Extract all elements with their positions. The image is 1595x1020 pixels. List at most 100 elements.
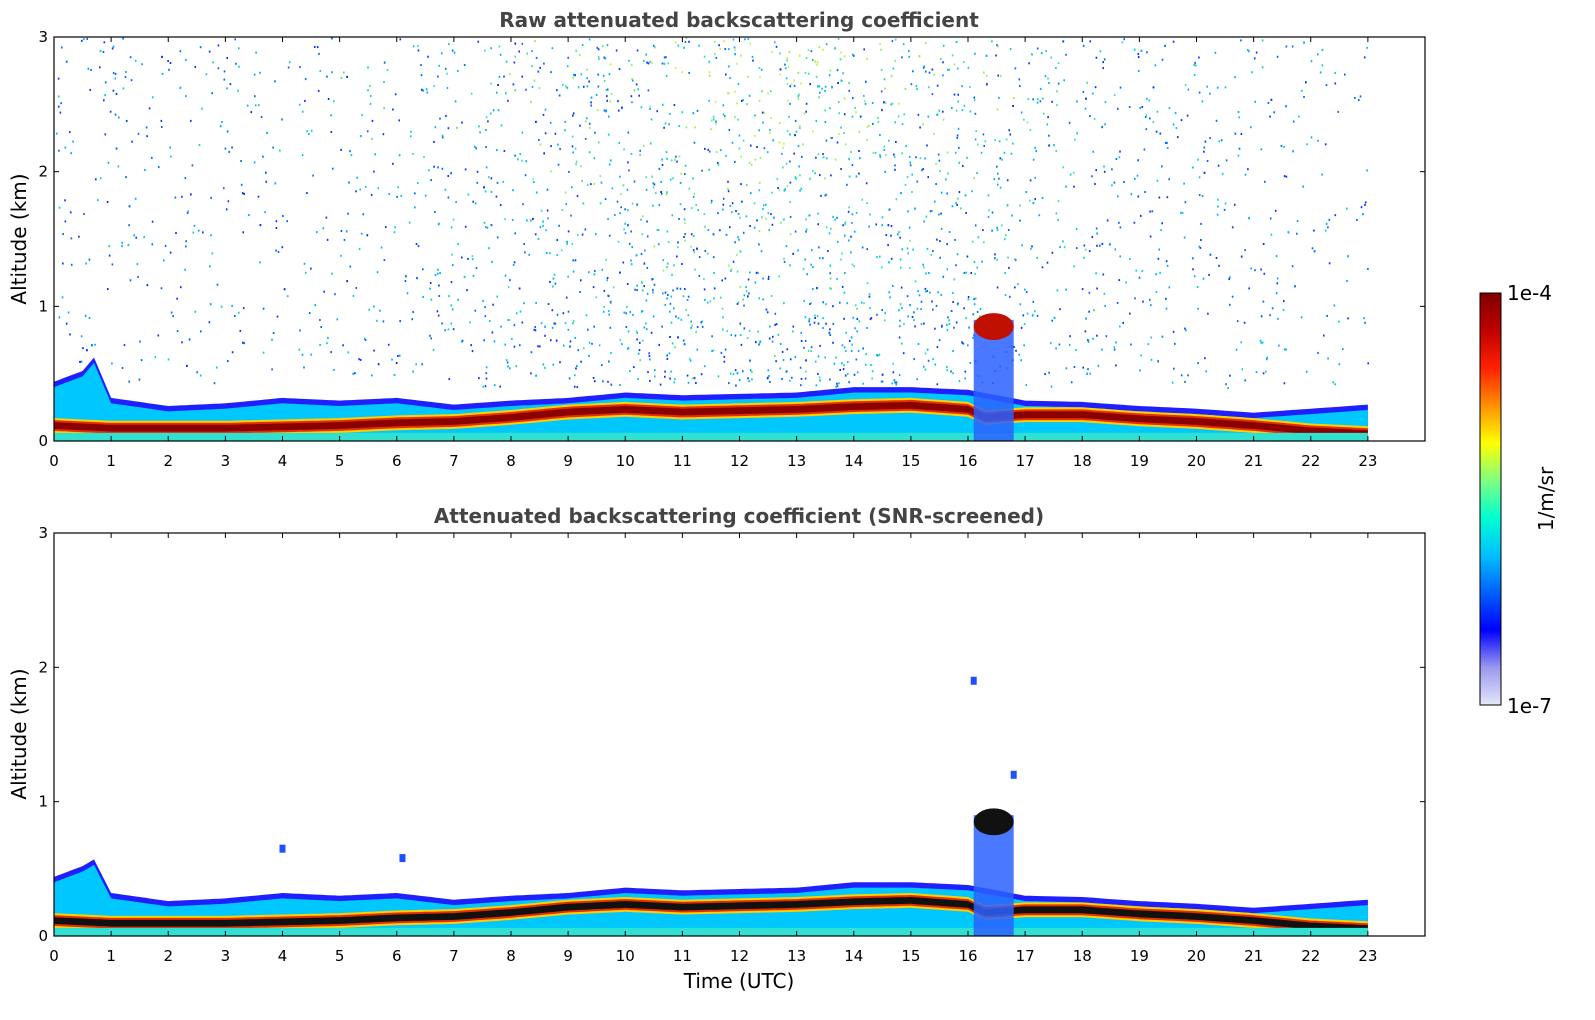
noise-point <box>564 120 566 123</box>
noise-point <box>1036 314 1039 317</box>
noise-point <box>1247 168 1249 171</box>
noise-point <box>1333 304 1336 307</box>
noise-point <box>1025 191 1027 193</box>
noise-point <box>1155 130 1158 133</box>
noise-point <box>572 151 574 154</box>
noise-point <box>1248 287 1250 290</box>
noise-point <box>729 205 732 207</box>
noise-point <box>436 310 439 313</box>
noise-point <box>995 54 997 57</box>
noise-point <box>854 106 856 109</box>
noise-point <box>83 38 85 41</box>
noise-point <box>1201 100 1204 103</box>
noise-point <box>145 126 148 129</box>
noise-point <box>1217 205 1219 208</box>
noise-point <box>412 45 415 48</box>
noise-point <box>785 370 788 373</box>
noise-point <box>325 216 328 219</box>
noise-point <box>1344 73 1346 76</box>
noise-point <box>512 189 514 192</box>
noise-point <box>1119 150 1121 153</box>
noise-point <box>388 193 391 196</box>
noise-point <box>444 67 447 70</box>
noise-point <box>712 349 715 352</box>
noise-point <box>632 79 634 82</box>
noise-point <box>734 49 736 52</box>
noise-point <box>936 238 938 241</box>
noise-point <box>654 46 656 49</box>
noise-point <box>82 347 84 350</box>
noise-point <box>416 277 418 280</box>
noise-point <box>196 371 198 374</box>
noise-point <box>139 340 141 343</box>
noise-point <box>632 313 634 316</box>
noise-point <box>737 118 739 121</box>
noise-point <box>399 38 402 41</box>
noise-point <box>747 75 749 78</box>
noise-point <box>518 50 520 53</box>
noise-point <box>608 295 610 297</box>
noise-point <box>640 280 643 283</box>
noise-point <box>863 302 865 305</box>
noise-point <box>1085 97 1087 100</box>
noise-point <box>914 325 916 328</box>
noise-point <box>91 344 93 347</box>
noise-point <box>695 204 697 206</box>
noise-point <box>584 228 587 231</box>
noise-point <box>226 130 229 133</box>
y-tick-label: 2 <box>38 658 48 676</box>
noise-point <box>932 308 934 311</box>
colorbar-max-label: 1e-4 <box>1507 281 1552 305</box>
noise-point <box>927 115 930 118</box>
noise-point <box>970 272 972 274</box>
noise-point <box>872 151 874 154</box>
noise-point <box>475 267 478 270</box>
noise-point <box>996 165 998 168</box>
noise-point <box>794 230 797 233</box>
noise-point <box>825 139 828 142</box>
noise-point <box>421 88 423 91</box>
noise-point <box>818 85 821 88</box>
noise-point <box>254 95 256 98</box>
noise-point <box>862 347 864 350</box>
noise-point <box>522 203 524 206</box>
noise-point <box>543 152 545 155</box>
colorbar-gradient <box>1479 292 1502 706</box>
noise-point <box>817 322 820 325</box>
noise-point <box>609 100 611 103</box>
noise-point <box>185 245 187 248</box>
noise-point <box>665 74 668 77</box>
noise-point <box>822 257 824 260</box>
noise-point <box>167 60 169 62</box>
noise-point <box>1193 74 1196 76</box>
noise-point <box>909 239 911 242</box>
noise-point <box>572 112 575 115</box>
noise-point <box>1174 342 1176 345</box>
noise-point <box>765 203 767 206</box>
noise-point <box>904 87 907 90</box>
noise-point <box>1068 121 1071 124</box>
noise-point <box>57 105 60 108</box>
noise-point <box>1366 169 1368 172</box>
noise-point <box>843 291 846 294</box>
noise-point <box>1034 198 1036 201</box>
noise-point <box>128 224 130 227</box>
noise-point <box>957 127 960 130</box>
noise-point <box>697 209 699 212</box>
noise-point <box>1184 380 1186 383</box>
noise-point <box>518 287 521 290</box>
noise-point <box>789 215 792 218</box>
noise-point <box>455 201 457 204</box>
noise-point <box>125 120 128 122</box>
noise-point <box>837 82 839 84</box>
aerosol-red <box>54 895 1368 932</box>
noise-point <box>555 339 558 342</box>
noise-point <box>1145 128 1148 131</box>
x-tick-label: 16 <box>958 947 977 965</box>
noise-point <box>657 228 660 231</box>
noise-point <box>606 88 609 91</box>
noise-point <box>997 172 999 175</box>
noise-point <box>194 65 196 68</box>
noise-point <box>412 370 414 373</box>
noise-point <box>723 360 726 363</box>
